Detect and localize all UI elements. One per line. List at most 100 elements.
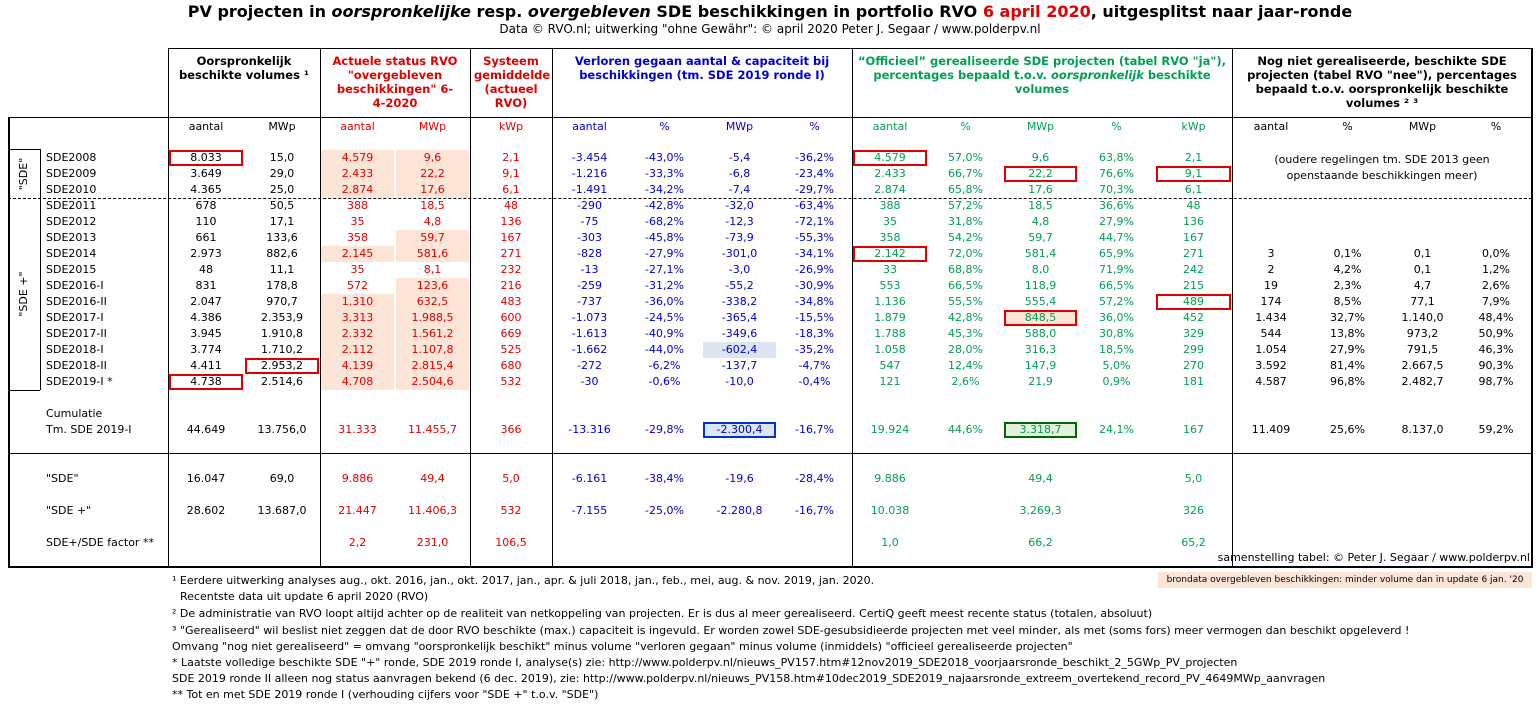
group-header: “Officieel” gerealiseerde SDE projecten … — [858, 54, 1226, 96]
cell: -349,6 — [721, 327, 758, 340]
cell: -5,4 — [728, 151, 751, 164]
legend-note: brondata overgebleven beschikkingen: min… — [1158, 572, 1532, 588]
column-header: aantal — [340, 120, 375, 133]
cell: -44,0% — [645, 343, 684, 356]
cell: -1.662 — [571, 343, 608, 356]
row-label: SDE2017-I — [46, 311, 104, 324]
cell: 9,1 — [502, 167, 520, 180]
cell: 2,6% — [951, 375, 980, 388]
cell: 123,6 — [396, 278, 469, 294]
cell: 532 — [500, 504, 522, 517]
cell: 0,1 — [1413, 263, 1432, 276]
cell: 4.738 — [169, 374, 243, 390]
cell: 48 — [1186, 199, 1201, 212]
cell: -12,3 — [725, 215, 754, 228]
cell: -737 — [577, 295, 602, 308]
cell: 27,9% — [1330, 343, 1365, 356]
cell: 791,5 — [1406, 343, 1439, 356]
footnote: ³ "Gerealiseerd" wil beslist niet zeggen… — [172, 624, 1410, 637]
cell: 4.411 — [190, 359, 222, 372]
cell: 2.433 — [874, 167, 906, 180]
cell: 2.142 — [853, 246, 927, 262]
cell: 3.313 — [321, 310, 394, 326]
title-part: , uitgesplitst naar jaar-ronde — [1090, 2, 1353, 21]
cell: 489 — [1156, 294, 1231, 310]
cell: 4,2% — [1333, 263, 1362, 276]
cell: 136 — [500, 215, 522, 228]
group-header-part: Systeem gemiddelde (actueel RVO) — [474, 54, 551, 110]
column-header: % — [659, 120, 670, 133]
cell: 231,0 — [416, 536, 449, 549]
cell: 44,6% — [948, 423, 983, 436]
cell: 81,4% — [1330, 359, 1365, 372]
cell: -36,2% — [795, 151, 834, 164]
border — [1232, 48, 1233, 567]
row-group-label: "SDE" — [17, 157, 30, 191]
cell: 1.058 — [874, 343, 906, 356]
footnote: Omvang "nog niet gerealiseerd" = omvang … — [172, 640, 1073, 653]
cell: -15,5% — [795, 311, 834, 324]
cell: 167 — [1183, 423, 1204, 436]
cell: 0,1 — [1413, 247, 1432, 260]
row-label: SDE2009 — [46, 167, 97, 180]
cell: -63,4% — [795, 199, 834, 212]
cell: 65,2 — [1181, 536, 1206, 549]
cell: 326 — [1183, 504, 1204, 517]
credit: samenstelling tabel: © Peter J. Segaar /… — [1217, 551, 1530, 564]
cell: 1.710,2 — [261, 343, 303, 356]
cell: 388 — [347, 199, 368, 212]
row-label: SDE2016-I — [46, 279, 104, 292]
cell: 44.649 — [186, 423, 226, 436]
cell: -18,3% — [795, 327, 834, 340]
cell: -23,4% — [795, 167, 834, 180]
cell: -16,7% — [795, 504, 834, 517]
cell: 2.482,7 — [1401, 375, 1444, 388]
group-header: Systeem gemiddelde (actueel RVO) — [474, 54, 551, 110]
column-header: aantal — [188, 120, 224, 133]
cell: 8.033 — [169, 150, 243, 166]
cell: 388 — [879, 199, 901, 212]
cell: 2,3% — [1333, 279, 1362, 292]
group-header-part: Nog niet gerealiseerde, beschikte SDE pr… — [1247, 54, 1517, 110]
cell: -38,4% — [645, 472, 684, 485]
cell: 35 — [350, 215, 365, 228]
cell: -10,0 — [725, 375, 754, 388]
cell: -1.491 — [571, 183, 608, 196]
cell: 16.047 — [186, 472, 226, 485]
group-header-part: Verloren gegaan aantal & capaciteit bij … — [574, 54, 830, 82]
row-label: SDE2010 — [46, 183, 97, 196]
border — [8, 390, 40, 391]
cell: 661 — [195, 231, 217, 244]
cell: 9,6 — [396, 150, 469, 166]
cell: 98,7% — [1478, 375, 1514, 388]
cell: -72,1% — [795, 215, 834, 228]
cell: -6,8 — [728, 167, 751, 180]
cell: 32,7% — [1330, 311, 1365, 324]
cell: -1.216 — [571, 167, 608, 180]
cell: -3.454 — [571, 151, 608, 164]
cell: -290 — [577, 199, 602, 212]
row-label: SDE2008 — [46, 151, 97, 164]
group-header: Oorspronkelijk beschikte volumes ¹ — [176, 54, 312, 82]
cell: 366 — [500, 423, 522, 436]
cell: 66,5% — [1099, 279, 1134, 292]
cell: 2.047 — [190, 295, 222, 308]
cell: 11.409 — [1251, 423, 1291, 436]
cell: -1.073 — [571, 311, 608, 324]
row-label: Tm. SDE 2019-I — [46, 423, 132, 436]
cell: 48,4% — [1478, 311, 1514, 324]
cell: -32,0 — [725, 199, 754, 212]
cell: 68,8% — [948, 263, 983, 276]
cell: 36,0% — [1099, 311, 1134, 324]
cell: -27,1% — [645, 263, 684, 276]
cell: 4,8 — [1031, 215, 1050, 228]
cell: -13.316 — [568, 423, 611, 436]
cell: 18,5 — [1028, 199, 1053, 212]
border — [1531, 48, 1533, 567]
cell: 2,1 — [502, 151, 520, 164]
title-part: PV projecten in — [187, 2, 332, 21]
title: PV projecten in oorspronkelijke resp. ov… — [0, 2, 1540, 21]
cell: 46,3% — [1478, 343, 1514, 356]
cell: 48 — [504, 199, 518, 212]
cell: 5,0 — [1184, 472, 1203, 485]
